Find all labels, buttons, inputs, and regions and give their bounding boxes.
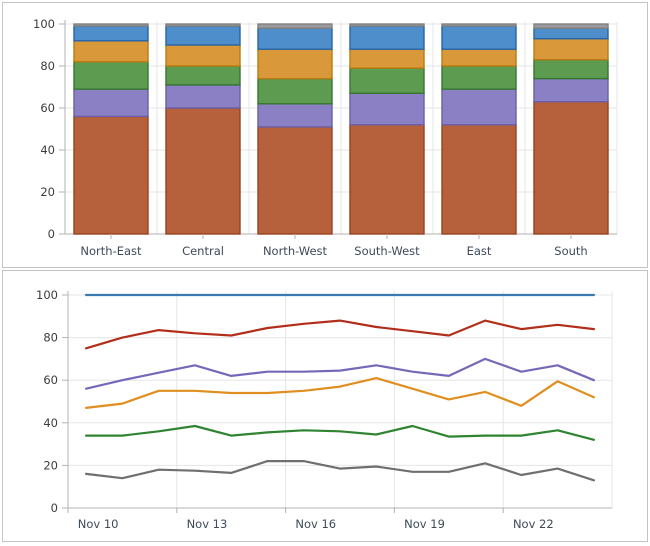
- bar-segment-orange[interactable]: [349, 48, 425, 69]
- stacked-bar-chart-panel: 0 20 40 60 80 100 North-East Central North-West S…: [2, 2, 648, 268]
- category-label: North-East: [80, 244, 142, 258]
- x-tick-label: Nov 10: [78, 517, 119, 531]
- line-purple[interactable]: [84, 357, 596, 390]
- category-label: Central: [182, 244, 224, 258]
- bar-segment-orange[interactable]: [533, 38, 609, 61]
- bar-segment-blue[interactable]: [257, 27, 333, 50]
- bar-segment-brick[interactable]: [73, 115, 149, 235]
- bar-segment-blue[interactable]: [349, 25, 425, 50]
- category-label: East: [467, 244, 492, 258]
- bar-segment-brick[interactable]: [441, 124, 517, 235]
- bar-segment-green[interactable]: [349, 67, 425, 94]
- bar-segment-orange[interactable]: [165, 44, 241, 67]
- y-tick-label: 0: [48, 227, 55, 241]
- bar-segment-orange[interactable]: [257, 48, 333, 80]
- bar-segment-green[interactable]: [165, 65, 241, 86]
- bar-segment-blue[interactable]: [73, 25, 149, 42]
- y-tick-label: 40: [43, 416, 58, 430]
- bar-segment-orange[interactable]: [441, 48, 517, 67]
- bar-segment-blue[interactable]: [441, 25, 517, 50]
- bar-segment-green[interactable]: [441, 65, 517, 90]
- bar-segment-purple[interactable]: [441, 88, 517, 126]
- line-red[interactable]: [84, 319, 596, 350]
- bar-segment-brick[interactable]: [349, 124, 425, 235]
- y-tick-label: 20: [40, 185, 55, 199]
- bar-segment-gray[interactable]: [73, 23, 149, 27]
- y-tick-label: 100: [36, 288, 58, 302]
- bar-segment-brick[interactable]: [165, 107, 241, 235]
- category-label: South: [554, 244, 587, 258]
- y-tick-label: 100: [33, 17, 55, 31]
- bar-segment-green[interactable]: [533, 59, 609, 80]
- y-tick-label: 40: [40, 143, 55, 157]
- x-tick-label: Nov 22: [513, 517, 554, 531]
- bar-segment-blue[interactable]: [165, 25, 241, 46]
- bar-segment-purple[interactable]: [257, 103, 333, 128]
- bar-segment-gray[interactable]: [257, 23, 333, 29]
- category-label: South-West: [354, 244, 420, 258]
- y-tick-label: 20: [43, 458, 58, 472]
- bar-segment-gray[interactable]: [441, 23, 517, 27]
- y-tick-label: 60: [40, 101, 55, 115]
- category-label: North-West: [263, 244, 328, 258]
- bar-segment-gray[interactable]: [349, 23, 425, 27]
- y-tick-label: 0: [51, 501, 58, 515]
- line-orange[interactable]: [84, 376, 596, 409]
- y-tick-label: 60: [43, 373, 58, 387]
- bar-segment-brick[interactable]: [257, 126, 333, 235]
- bar-segment-brick[interactable]: [533, 100, 609, 235]
- x-tick-label: Nov 13: [187, 517, 228, 531]
- y-tick-label: 80: [40, 59, 55, 73]
- bar-segment-purple[interactable]: [349, 92, 425, 126]
- x-tick-label: Nov 19: [404, 517, 445, 531]
- bar-segment-purple[interactable]: [165, 84, 241, 109]
- bar-segment-gray[interactable]: [533, 23, 609, 29]
- x-tick-label: Nov 16: [295, 517, 336, 531]
- bar-segment-gray[interactable]: [165, 23, 241, 27]
- bar-segment-green[interactable]: [257, 77, 333, 105]
- bar-segment-purple[interactable]: [73, 88, 149, 118]
- stacked-bar-chart: 0 20 40 60 80 100 North-East Central North-West S…: [33, 17, 618, 258]
- line-chart-panel: 0 20 40 60 80 100 Nov 10 Nov 13 Nov 16 Nov 19 Nov …: [2, 270, 648, 542]
- line-chart: 0 20 40 60 80 100 Nov 10 Nov 13 Nov 16 Nov 19 Nov …: [36, 288, 613, 531]
- bar-segment-green[interactable]: [73, 61, 149, 90]
- y-tick-label: 80: [43, 331, 58, 345]
- bar-segment-orange[interactable]: [73, 40, 149, 63]
- line-green[interactable]: [84, 424, 596, 441]
- bar-segment-purple[interactable]: [533, 77, 609, 103]
- bar-segment-blue[interactable]: [533, 27, 609, 40]
- line-gray[interactable]: [84, 460, 596, 482]
